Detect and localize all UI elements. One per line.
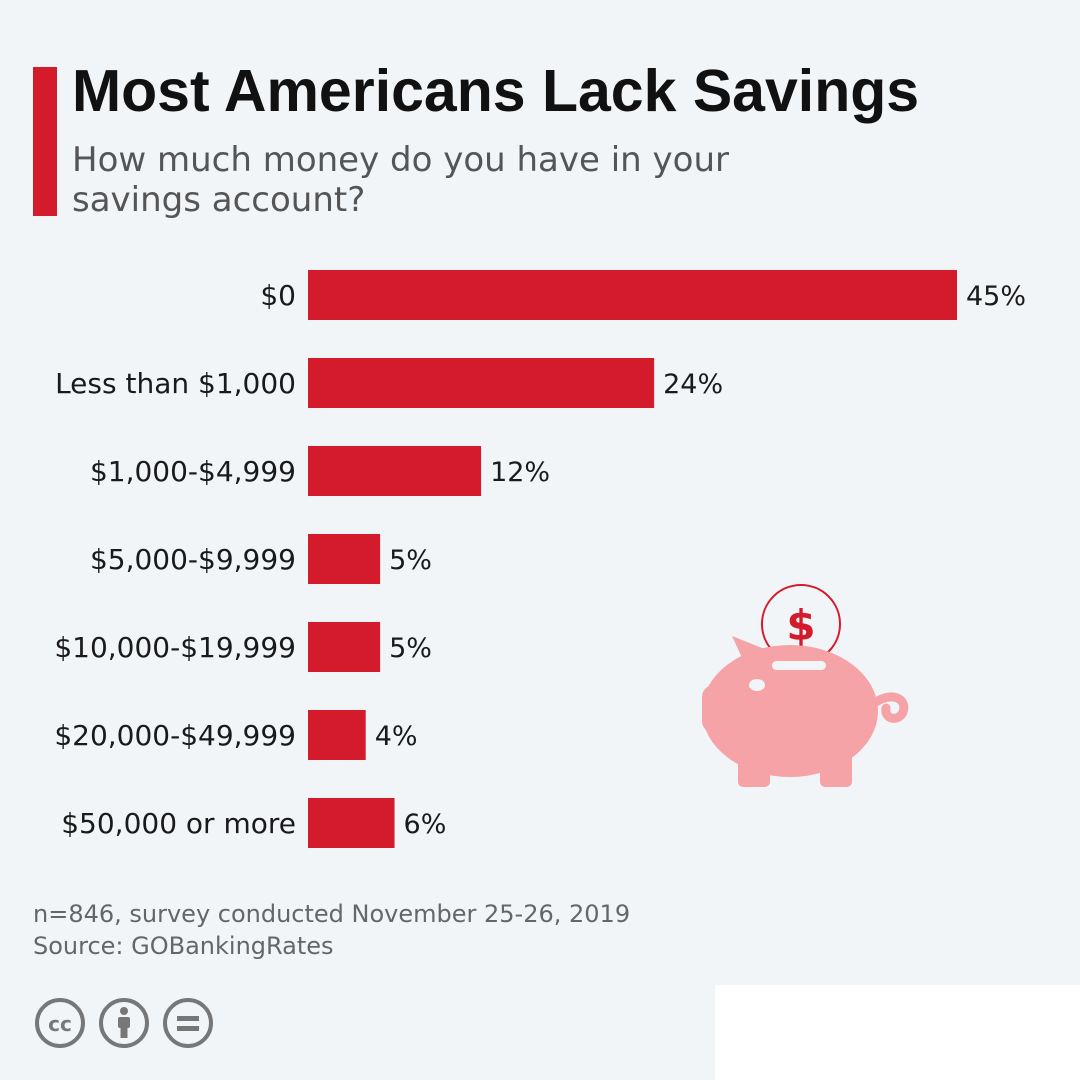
attribution-icon	[99, 998, 149, 1048]
logo-area	[715, 985, 1080, 1080]
category-label: $0	[260, 279, 296, 312]
category-label: $10,000-$19,999	[54, 631, 296, 664]
category-label: Less than $1,000	[55, 367, 296, 400]
chart-subtitle: How much money do you have in your savin…	[72, 140, 729, 220]
value-label: 45%	[966, 281, 1026, 312]
category-label: $1,000-$4,999	[90, 455, 296, 488]
source-note: Source: GOBankingRates	[33, 932, 334, 960]
category-label: $20,000-$49,999	[54, 719, 296, 752]
bar	[308, 710, 366, 760]
value-label: 5%	[389, 633, 432, 664]
chart-title: Most Americans Lack Savings	[72, 58, 920, 124]
creative-commons-icon: cc	[35, 998, 85, 1048]
bar	[308, 622, 381, 672]
chart-footnote: n=846, survey conducted November 25-26, …	[33, 898, 630, 962]
bar	[308, 798, 395, 848]
svg-text:$: $	[786, 601, 815, 650]
svg-text:cc: cc	[48, 1012, 72, 1036]
value-label: 24%	[663, 369, 723, 400]
bar-chart: $0 45% Less than $1,000 24% $1,000-$4,999 12%…	[54, 270, 1026, 848]
value-label: 5%	[389, 545, 432, 576]
category-label: $5,000-$9,999	[90, 543, 296, 576]
title-accent-bar	[33, 67, 57, 216]
survey-note: n=846, survey conducted November 25-26, …	[33, 900, 631, 928]
piggy-bank-icon: $	[702, 584, 909, 787]
license-icons: cc	[33, 996, 215, 1050]
value-label: 12%	[490, 457, 550, 488]
bar	[308, 446, 482, 496]
value-label: 6%	[404, 809, 447, 840]
bar	[308, 534, 381, 584]
category-label: $50,000 or more	[61, 807, 296, 840]
value-label: 4%	[375, 721, 418, 752]
dollar-coin-icon: $	[761, 584, 841, 664]
bar	[308, 270, 957, 320]
no-derivatives-icon	[163, 998, 213, 1048]
bar	[308, 358, 655, 408]
